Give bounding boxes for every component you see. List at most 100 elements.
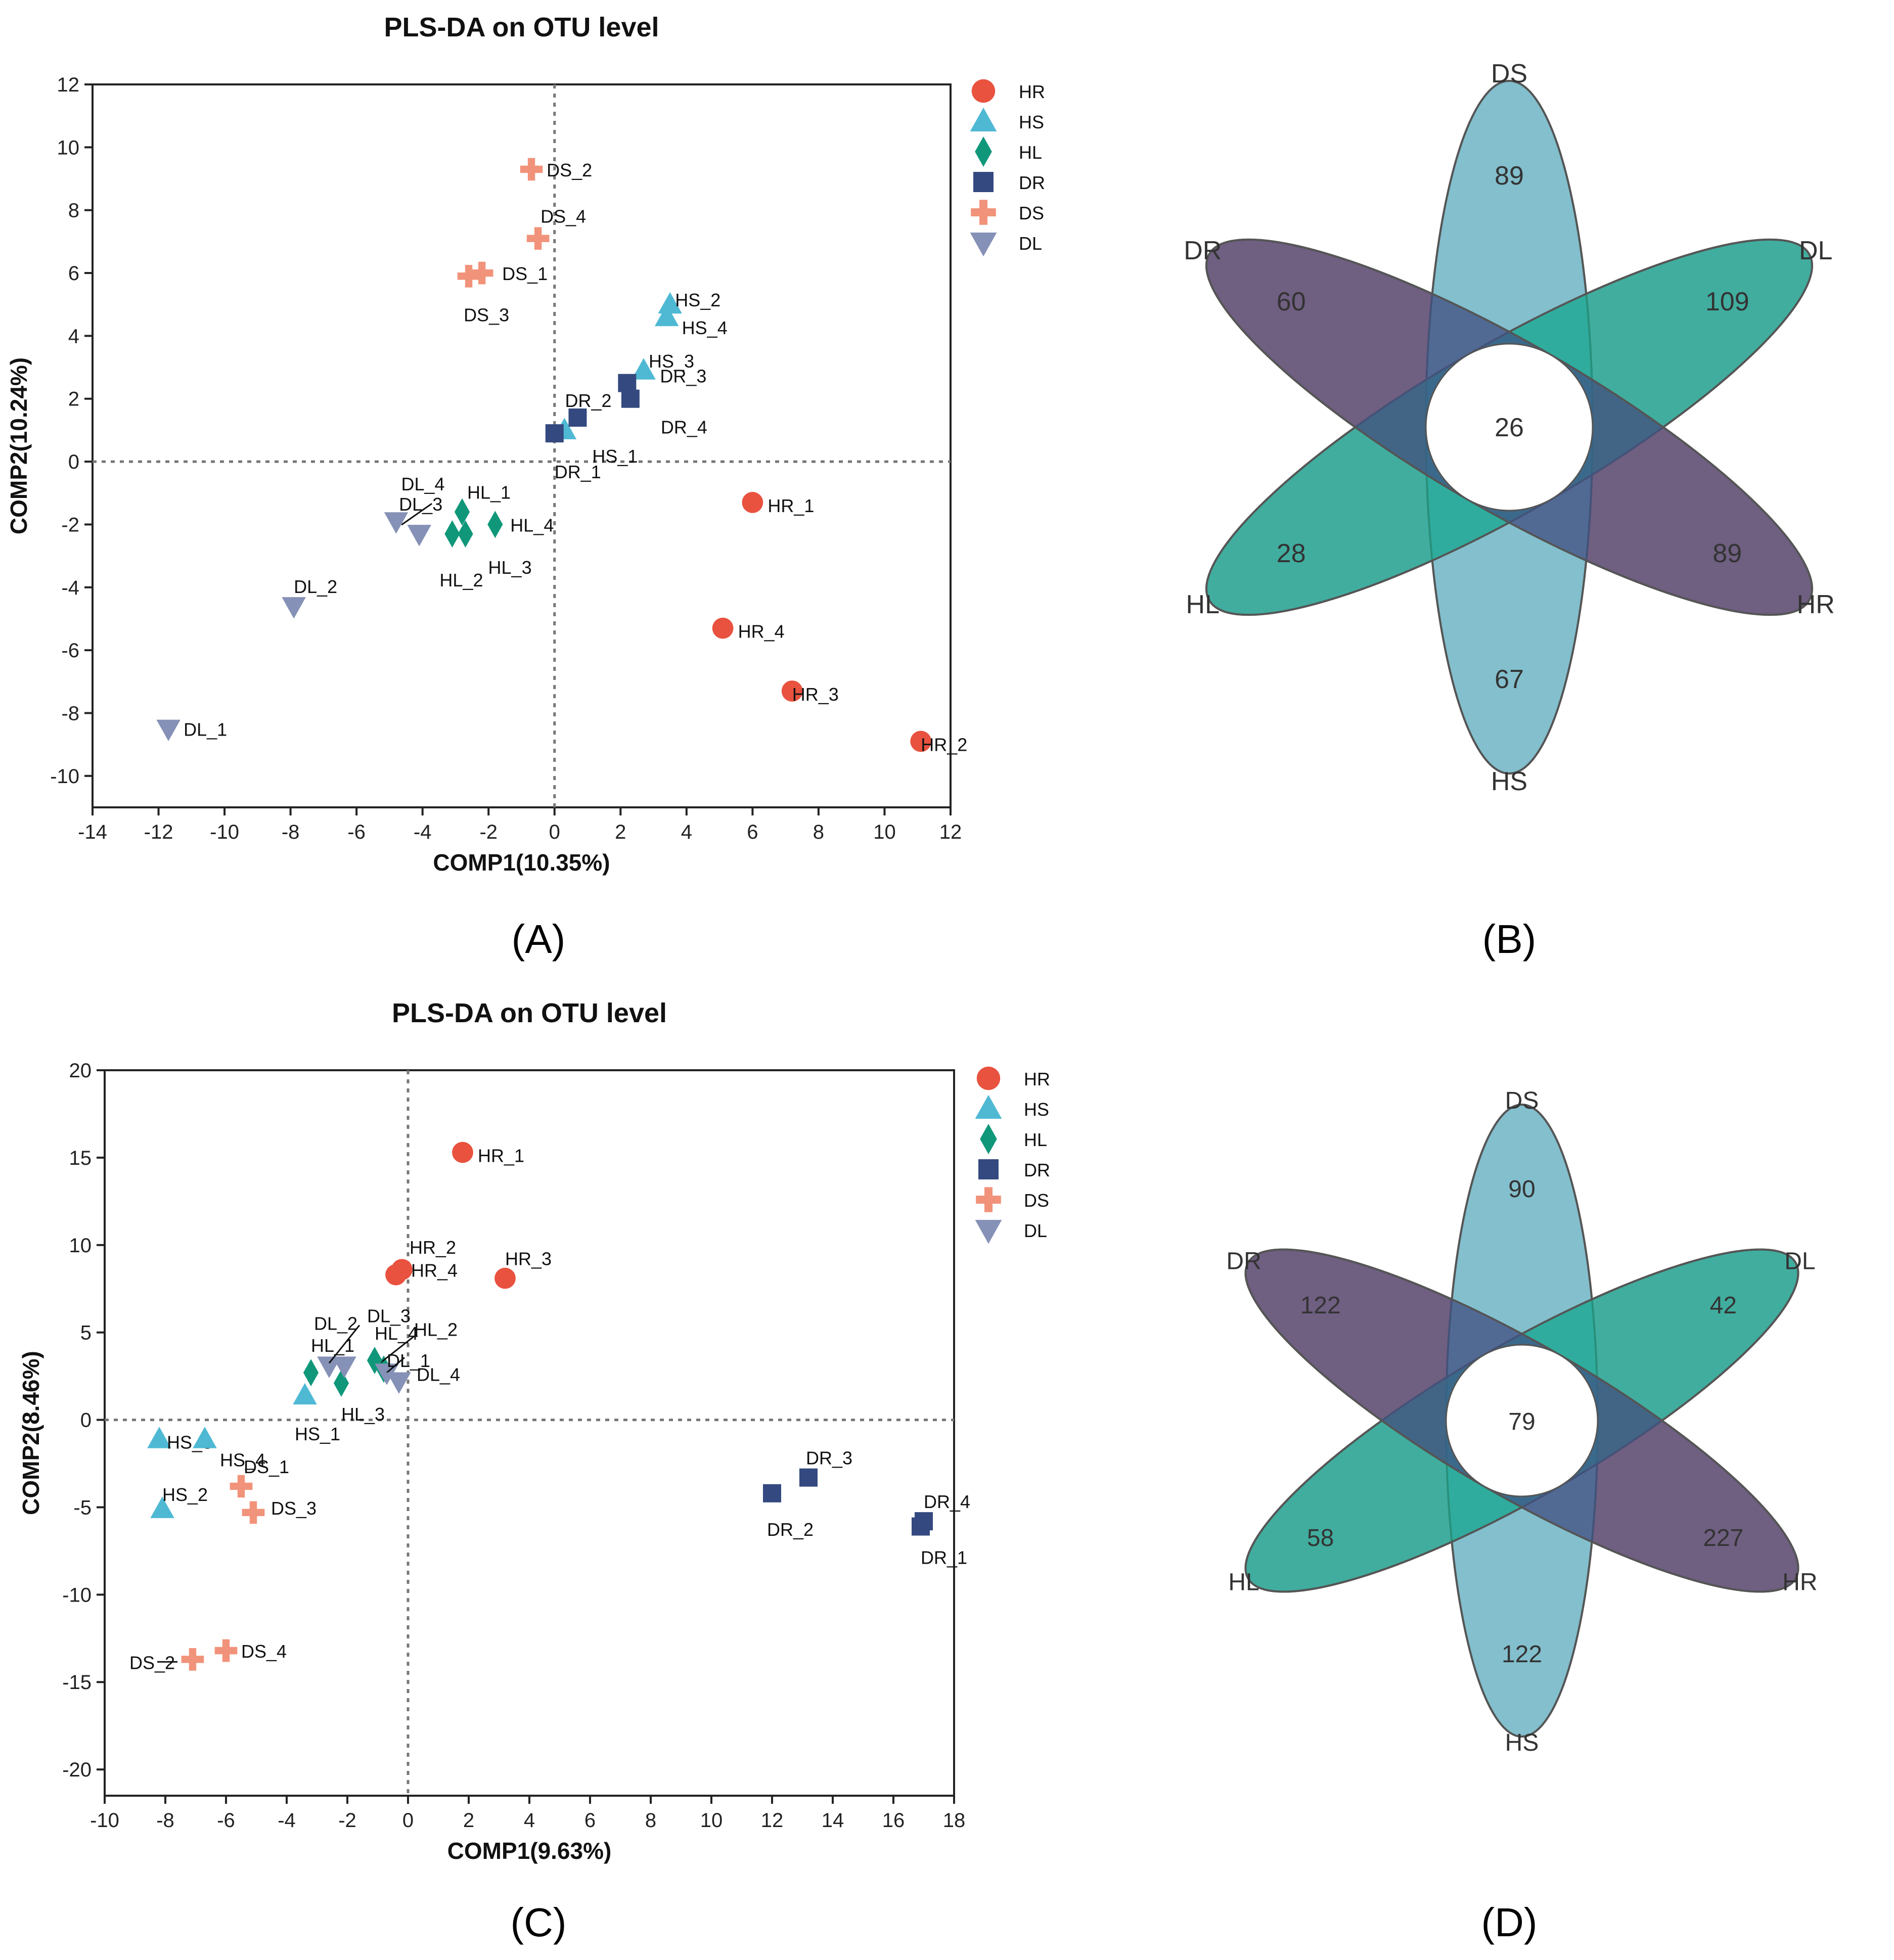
y-tick-label: -15 bbox=[62, 1671, 92, 1694]
y-axis-label: COMP2(8.46%) bbox=[18, 1351, 44, 1515]
data-point-hl-3 bbox=[458, 520, 473, 548]
panel-label-a: (A) bbox=[512, 917, 566, 962]
x-tick-label: 10 bbox=[700, 1809, 723, 1832]
legend-label-hl: HL bbox=[1019, 142, 1042, 163]
set-label-hr: HR bbox=[1782, 1569, 1817, 1596]
data-point-hs-3 bbox=[632, 358, 656, 380]
x-tick-label: 12 bbox=[939, 821, 962, 843]
point-label: DR_4 bbox=[924, 1491, 970, 1512]
point-label: DS_1 bbox=[502, 263, 548, 284]
unique-count-ds: 90 bbox=[1508, 1176, 1535, 1203]
data-point-hr-3 bbox=[494, 1267, 516, 1289]
legend-label-dl: DL bbox=[1024, 1220, 1047, 1241]
chart-title: PLS-DA on OTU level bbox=[392, 998, 667, 1028]
data-point-dr-3 bbox=[799, 1468, 818, 1487]
x-tick-label: 14 bbox=[822, 1809, 844, 1832]
x-tick-label: -8 bbox=[156, 1809, 174, 1832]
point-label: HL_1 bbox=[467, 482, 511, 503]
set-label-hr: HR bbox=[1797, 590, 1835, 619]
unique-count-hr: 227 bbox=[1703, 1525, 1743, 1552]
data-point-dr-4 bbox=[915, 1512, 933, 1531]
legend-label-ds: DS bbox=[1019, 203, 1044, 223]
data-point-ds-4 bbox=[526, 227, 550, 250]
set-label-ds: DS bbox=[1505, 1087, 1539, 1114]
y-tick-label: 12 bbox=[57, 74, 80, 96]
panel-label-c: (C) bbox=[510, 1900, 566, 1945]
point-label: HL_1 bbox=[311, 1335, 354, 1356]
legend-marker-ds bbox=[971, 200, 996, 225]
legend-marker-dr bbox=[978, 1159, 999, 1179]
unique-count-dl: 42 bbox=[1710, 1292, 1737, 1319]
point-label: HS_2 bbox=[675, 290, 720, 310]
point-label: HL_3 bbox=[341, 1404, 385, 1425]
legend-label-hs: HS bbox=[1019, 112, 1044, 132]
point-label: HS_2 bbox=[162, 1484, 208, 1505]
unique-count-ds: 89 bbox=[1495, 161, 1524, 191]
pls-da-plot-c: -10 -8 -6 -4 -2 0 2 4 6 8 10 12 14 16 18-20-15-10-5051… bbox=[18, 998, 1050, 1864]
data-point-dl-4 bbox=[384, 512, 409, 534]
x-axis-label: COMP1(10.35%) bbox=[433, 849, 610, 876]
legend-marker-dl bbox=[970, 233, 997, 257]
legend-label-hr: HR bbox=[1019, 81, 1045, 102]
data-point-hs-1 bbox=[293, 1383, 317, 1405]
label-leader-line bbox=[328, 1325, 360, 1364]
unique-count-hl: 28 bbox=[1277, 539, 1306, 568]
x-tick-label: 4 bbox=[524, 1809, 535, 1832]
point-label: HS_1 bbox=[295, 1424, 340, 1444]
legend-label-hr: HR bbox=[1024, 1069, 1050, 1089]
point-label: DL_3 bbox=[367, 1305, 411, 1326]
point-label: HL_2 bbox=[414, 1319, 458, 1340]
data-point-dr-2 bbox=[763, 1484, 781, 1502]
legend-label-hs: HS bbox=[1024, 1099, 1049, 1120]
unique-count-hl: 58 bbox=[1307, 1525, 1334, 1552]
point-label: DL_1 bbox=[387, 1350, 430, 1371]
x-tick-label: 8 bbox=[813, 821, 824, 843]
point-label: HL_3 bbox=[488, 557, 532, 578]
set-label-dl: DL bbox=[1784, 1248, 1815, 1275]
unique-count-dr: 122 bbox=[1300, 1292, 1341, 1319]
data-point-hs-2 bbox=[658, 292, 682, 314]
set-label-dr: DR bbox=[1226, 1248, 1261, 1275]
data-point-hl-2 bbox=[444, 520, 460, 548]
data-point-ds-4 bbox=[214, 1639, 238, 1662]
point-label: DS_1 bbox=[244, 1456, 289, 1477]
plot-frame bbox=[92, 83, 952, 808]
data-point-dl-1 bbox=[375, 1363, 399, 1385]
point-label: HS_3 bbox=[649, 351, 694, 372]
x-tick-label: -8 bbox=[282, 821, 300, 843]
x-tick-label: -14 bbox=[78, 821, 107, 843]
legend-marker-hl bbox=[975, 136, 992, 167]
point-label: DL_2 bbox=[314, 1313, 357, 1334]
data-point-hl-1 bbox=[454, 498, 470, 526]
data-point-hr-1 bbox=[452, 1142, 473, 1163]
flower-venn-b: 26 89 DS 109 DL 89 HR 67 HS 28 HL 60 DR bbox=[1184, 59, 1835, 796]
data-point-dl-2 bbox=[317, 1356, 341, 1378]
point-label: HL_4 bbox=[375, 1323, 418, 1344]
data-point-dl-3 bbox=[407, 525, 431, 546]
point-label: DL_2 bbox=[294, 576, 337, 597]
point-label: DR_2 bbox=[565, 390, 611, 411]
point-label: DR_2 bbox=[767, 1519, 814, 1540]
x-tick-label: 4 bbox=[681, 821, 692, 843]
legend-marker-dr bbox=[973, 172, 994, 192]
legend-label-dr: DR bbox=[1019, 172, 1045, 193]
legend-label-dr: DR bbox=[1024, 1160, 1050, 1180]
data-point-hs-2 bbox=[150, 1496, 174, 1518]
point-label: DS_4 bbox=[540, 206, 586, 227]
data-point-ds-2 bbox=[520, 158, 543, 181]
pls-da-plot-a: -14 -12 -10 -8 -6 -4 -2 0 2 4 6 8 10 12 -10 -8 -6 -4 -2 0 2 4… bbox=[6, 12, 1045, 876]
point-label: HR_3 bbox=[792, 684, 839, 705]
data-point-ds-3 bbox=[457, 264, 480, 288]
data-point-ds-2 bbox=[181, 1648, 204, 1671]
legend-marker-hs bbox=[975, 1095, 1002, 1119]
legend-marker-hs bbox=[970, 107, 997, 131]
point-label: DR_1 bbox=[555, 462, 601, 482]
y-tick-label: 0 bbox=[80, 1409, 92, 1432]
label-leader-line bbox=[386, 1357, 405, 1374]
point-label: HR_4 bbox=[738, 621, 785, 642]
set-label-dr: DR bbox=[1184, 236, 1222, 265]
data-point-dl-4 bbox=[387, 1372, 411, 1394]
label-leader-line bbox=[378, 1336, 415, 1365]
data-point-dl-1 bbox=[156, 719, 181, 742]
y-tick-label: -4 bbox=[61, 577, 79, 599]
